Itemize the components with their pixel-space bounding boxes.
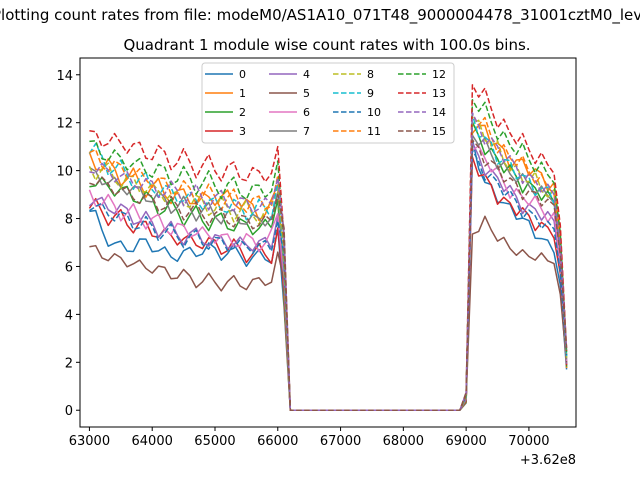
series-line-15	[89, 139, 568, 411]
x-tick-label: 63000	[69, 434, 110, 449]
series-line-4	[88, 141, 568, 411]
legend-label-10[interactable]: 10	[367, 106, 381, 119]
y-tick-label: 12	[56, 117, 73, 132]
y-tick-label: 2	[65, 356, 73, 371]
plot-frame	[79, 57, 577, 428]
y-tick-label: 10	[56, 165, 73, 180]
legend-label-4[interactable]: 4	[303, 68, 310, 81]
series-line-11	[89, 113, 568, 411]
figure-suptitle: Plotting count rates from file: modeM0/A…	[0, 6, 640, 26]
series-line-14	[89, 112, 568, 411]
x-tick-label: 69000	[445, 434, 486, 449]
legend-label-14[interactable]: 14	[432, 106, 446, 119]
legend-label-15[interactable]: 15	[432, 125, 446, 138]
x-tick-label: 64000	[132, 434, 173, 449]
chart-title: Quadrant 1 module wise count rates with …	[123, 36, 530, 54]
x-tick-label: 68000	[383, 434, 424, 449]
legend-label-2[interactable]: 2	[239, 106, 246, 119]
x-tick-label: 65000	[194, 434, 235, 449]
legend-label-3[interactable]: 3	[239, 125, 246, 138]
axes-layer: 63000 64000 65000 66000 67000 68000 69000 70000…	[56, 69, 549, 449]
series-line-3	[88, 156, 568, 411]
legend-label-7[interactable]: 7	[303, 125, 310, 138]
x-tick-label: 66000	[257, 434, 298, 449]
x-axis-offset-label: +3.62e8	[520, 453, 576, 468]
y-tick-label: 8	[65, 213, 73, 228]
series-line-9	[88, 113, 568, 411]
y-tick-label: 4	[65, 308, 73, 323]
x-tick-label: 67000	[320, 434, 361, 449]
legend-frame	[201, 62, 455, 144]
legend-label-8[interactable]: 8	[367, 68, 374, 81]
legend-label-6[interactable]: 6	[303, 106, 310, 119]
legend-label-12[interactable]: 12	[432, 68, 446, 81]
legend-label-9[interactable]: 9	[367, 87, 374, 100]
series-line-10	[89, 149, 568, 411]
y-tick-label: 0	[65, 404, 73, 419]
x-tick-label: 70000	[508, 434, 549, 449]
figure-suptitle-text: Plotting count rates from file: modeM0/A…	[0, 6, 640, 24]
legend-label-1[interactable]: 1	[239, 87, 246, 100]
series-line-7	[89, 134, 568, 411]
y-tick-label: 14	[56, 69, 73, 84]
legend-label-11[interactable]: 11	[367, 125, 381, 138]
series-layer	[88, 84, 568, 411]
legend-label-5[interactable]: 5	[303, 87, 310, 100]
y-tick-label: 6	[65, 260, 73, 275]
legend-label-13[interactable]: 13	[432, 87, 446, 100]
series-line-5	[89, 215, 568, 411]
legend-label-0[interactable]: 0	[239, 68, 246, 81]
